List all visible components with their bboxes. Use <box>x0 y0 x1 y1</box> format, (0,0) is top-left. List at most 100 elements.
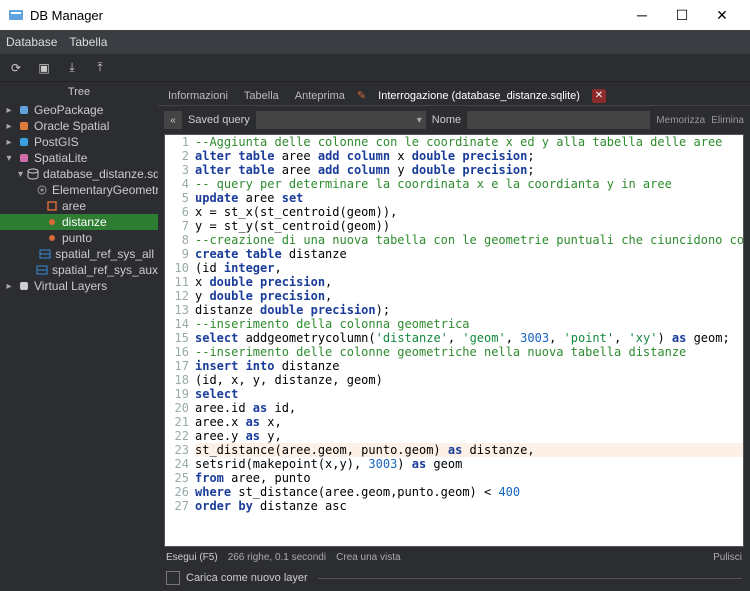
tree-node-aree[interactable]: aree <box>0 198 158 214</box>
twisty-icon: ▸ <box>4 121 14 132</box>
tabs: Informazioni Tabella Anteprima ✎ Interro… <box>158 82 750 106</box>
window-title: DB Manager <box>30 8 622 23</box>
nome-input[interactable] <box>467 111 650 129</box>
export-icon[interactable]: ⤒ <box>90 58 110 78</box>
result-text: 266 righe, 0.1 secondi <box>228 552 326 563</box>
code-line: 16--inserimento delle colonne geometrich… <box>165 345 743 359</box>
tree-label: Oracle Spatial <box>34 119 109 133</box>
code-text: alter table aree add column y double pre… <box>195 163 743 177</box>
tree-node-elementarygeometries[interactable]: ElementaryGeometries <box>0 182 158 198</box>
gear-icon <box>36 184 48 196</box>
saved-query-label: Saved query <box>188 114 250 126</box>
code-text: --inserimento delle colonne geometriche … <box>195 345 743 359</box>
footer-row: Carica come nuovo layer <box>158 567 750 591</box>
code-line: 19select <box>165 387 743 401</box>
code-line: 24setsrid(makepoint(x,y), 3003) as geom <box>165 457 743 471</box>
line-number: 20 <box>165 401 195 415</box>
line-number: 19 <box>165 387 195 401</box>
nome-label: Nome <box>432 114 461 126</box>
tree-node-geopackage[interactable]: ▸ GeoPackage <box>0 102 158 118</box>
line-number: 6 <box>165 205 195 219</box>
line-number: 9 <box>165 247 195 261</box>
code-line: 26where st_distance(aree.geom,punto.geom… <box>165 485 743 499</box>
tab-interrogazione[interactable]: Interrogazione (database_distanze.sqlite… <box>374 88 584 104</box>
tree-node-database-distanze-sqlite[interactable]: ▾database_distanze.sqlite <box>0 166 158 182</box>
esegui-button[interactable]: Esegui (F5) <box>166 552 218 563</box>
table-icon <box>36 264 48 276</box>
line-number: 8 <box>165 233 195 247</box>
code-line: 21aree.x as x, <box>165 415 743 429</box>
line-number: 15 <box>165 331 195 345</box>
tab-informazioni[interactable]: Informazioni <box>164 88 232 104</box>
code-line: 25from aree, punto <box>165 471 743 485</box>
tree-header: Tree <box>0 82 158 102</box>
code-line: 20aree.id as id, <box>165 401 743 415</box>
tab-close-icon[interactable]: ✕ <box>592 89 606 103</box>
maximize-button[interactable]: ☐ <box>662 0 702 30</box>
line-number: 13 <box>165 303 195 317</box>
sql-icon[interactable]: ▣ <box>34 58 54 78</box>
memorizza-link[interactable]: Memorizza <box>656 115 705 126</box>
elimina-link[interactable]: Elimina <box>711 115 744 126</box>
tree-node-postgis[interactable]: ▸PostGIS <box>0 134 158 150</box>
tree-node-oracle-spatial[interactable]: ▸ Oracle Spatial <box>0 118 158 134</box>
code-line: 5update aree set <box>165 191 743 205</box>
menu-tabella[interactable]: Tabella <box>69 35 107 49</box>
tree-label: distanze <box>62 215 107 229</box>
code-line: 27order by distanze asc <box>165 499 743 513</box>
sql-editor[interactable]: 1--Aggiunta delle colonne con le coordin… <box>164 134 744 547</box>
code-line: 3alter table aree add column y double pr… <box>165 163 743 177</box>
tree-node-spatialite[interactable]: ▾SpatiaLite <box>0 150 158 166</box>
code-text: --creazione di una nuova tabella con le … <box>195 233 744 247</box>
tree-node-distanze[interactable]: distanze <box>0 214 158 230</box>
app-icon <box>8 7 24 23</box>
code-line: 1--Aggiunta delle colonne con le coordin… <box>165 135 743 149</box>
code-text: y double precision, <box>195 289 743 303</box>
saved-query-combo[interactable]: ▾ <box>256 111 426 129</box>
carica-label: Carica come nuovo layer <box>186 572 308 584</box>
twisty-icon: ▸ <box>4 137 14 148</box>
tree-label: GeoPackage <box>34 103 103 117</box>
line-number: 23 <box>165 443 195 457</box>
code-text: select <box>195 387 743 401</box>
left-panel: Tree ▸GeoPackage▸Oracle Spatial▸PostGIS▾… <box>0 82 158 591</box>
querybar: « Saved query ▾ Nome Memorizza Elimina <box>158 106 750 134</box>
line-number: 1 <box>165 135 195 149</box>
menubar: Database Tabella <box>0 30 750 54</box>
collapse-icon[interactable]: « <box>164 111 182 129</box>
twisty-icon: ▾ <box>4 153 14 164</box>
code-line: 17insert into distanze <box>165 359 743 373</box>
tree-node-spatial-ref-sys-aux[interactable]: spatial_ref_sys_aux <box>0 262 158 278</box>
line-number: 5 <box>165 191 195 205</box>
tree-label: punto <box>62 231 92 245</box>
close-button[interactable]: ✕ <box>702 0 742 30</box>
line-number: 10 <box>165 261 195 275</box>
code-text: alter table aree add column x double pre… <box>195 149 743 163</box>
code-line: 18(id, x, y, distanze, geom) <box>165 373 743 387</box>
code-text: (id, x, y, distanze, geom) <box>195 373 743 387</box>
tree-node-spatial-ref-sys-all[interactable]: spatial_ref_sys_all <box>0 246 158 262</box>
carica-checkbox[interactable] <box>166 571 180 585</box>
tab-anteprima[interactable]: Anteprima <box>291 88 349 104</box>
tab-tabella[interactable]: Tabella <box>240 88 283 104</box>
code-text: --inserimento della colonna geometrica <box>195 317 743 331</box>
line-number: 27 <box>165 499 195 513</box>
divider <box>318 578 742 579</box>
code-text: st_distance(aree.geom, punto.geom) as di… <box>195 443 743 457</box>
minimize-button[interactable]: ─ <box>622 0 662 30</box>
table-icon <box>39 248 51 260</box>
code-text: distanze double precision); <box>195 303 743 317</box>
twisty-icon: ▾ <box>18 169 23 180</box>
tree-node-punto[interactable]: punto <box>0 230 158 246</box>
geopackage-icon <box>18 104 30 116</box>
line-number: 14 <box>165 317 195 331</box>
menu-database[interactable]: Database <box>6 35 57 49</box>
import-icon[interactable]: ⤓ <box>62 58 82 78</box>
code-text: aree.id as id, <box>195 401 743 415</box>
pulisci-link[interactable]: Pulisci <box>713 552 742 563</box>
tree-node-virtual-layers[interactable]: ▸Virtual Layers <box>0 278 158 294</box>
code-text: aree.y as y, <box>195 429 743 443</box>
refresh-icon[interactable]: ⟳ <box>6 58 26 78</box>
twisty-icon: ▸ <box>4 105 14 116</box>
crea-vista-link[interactable]: Crea una vista <box>336 552 400 563</box>
